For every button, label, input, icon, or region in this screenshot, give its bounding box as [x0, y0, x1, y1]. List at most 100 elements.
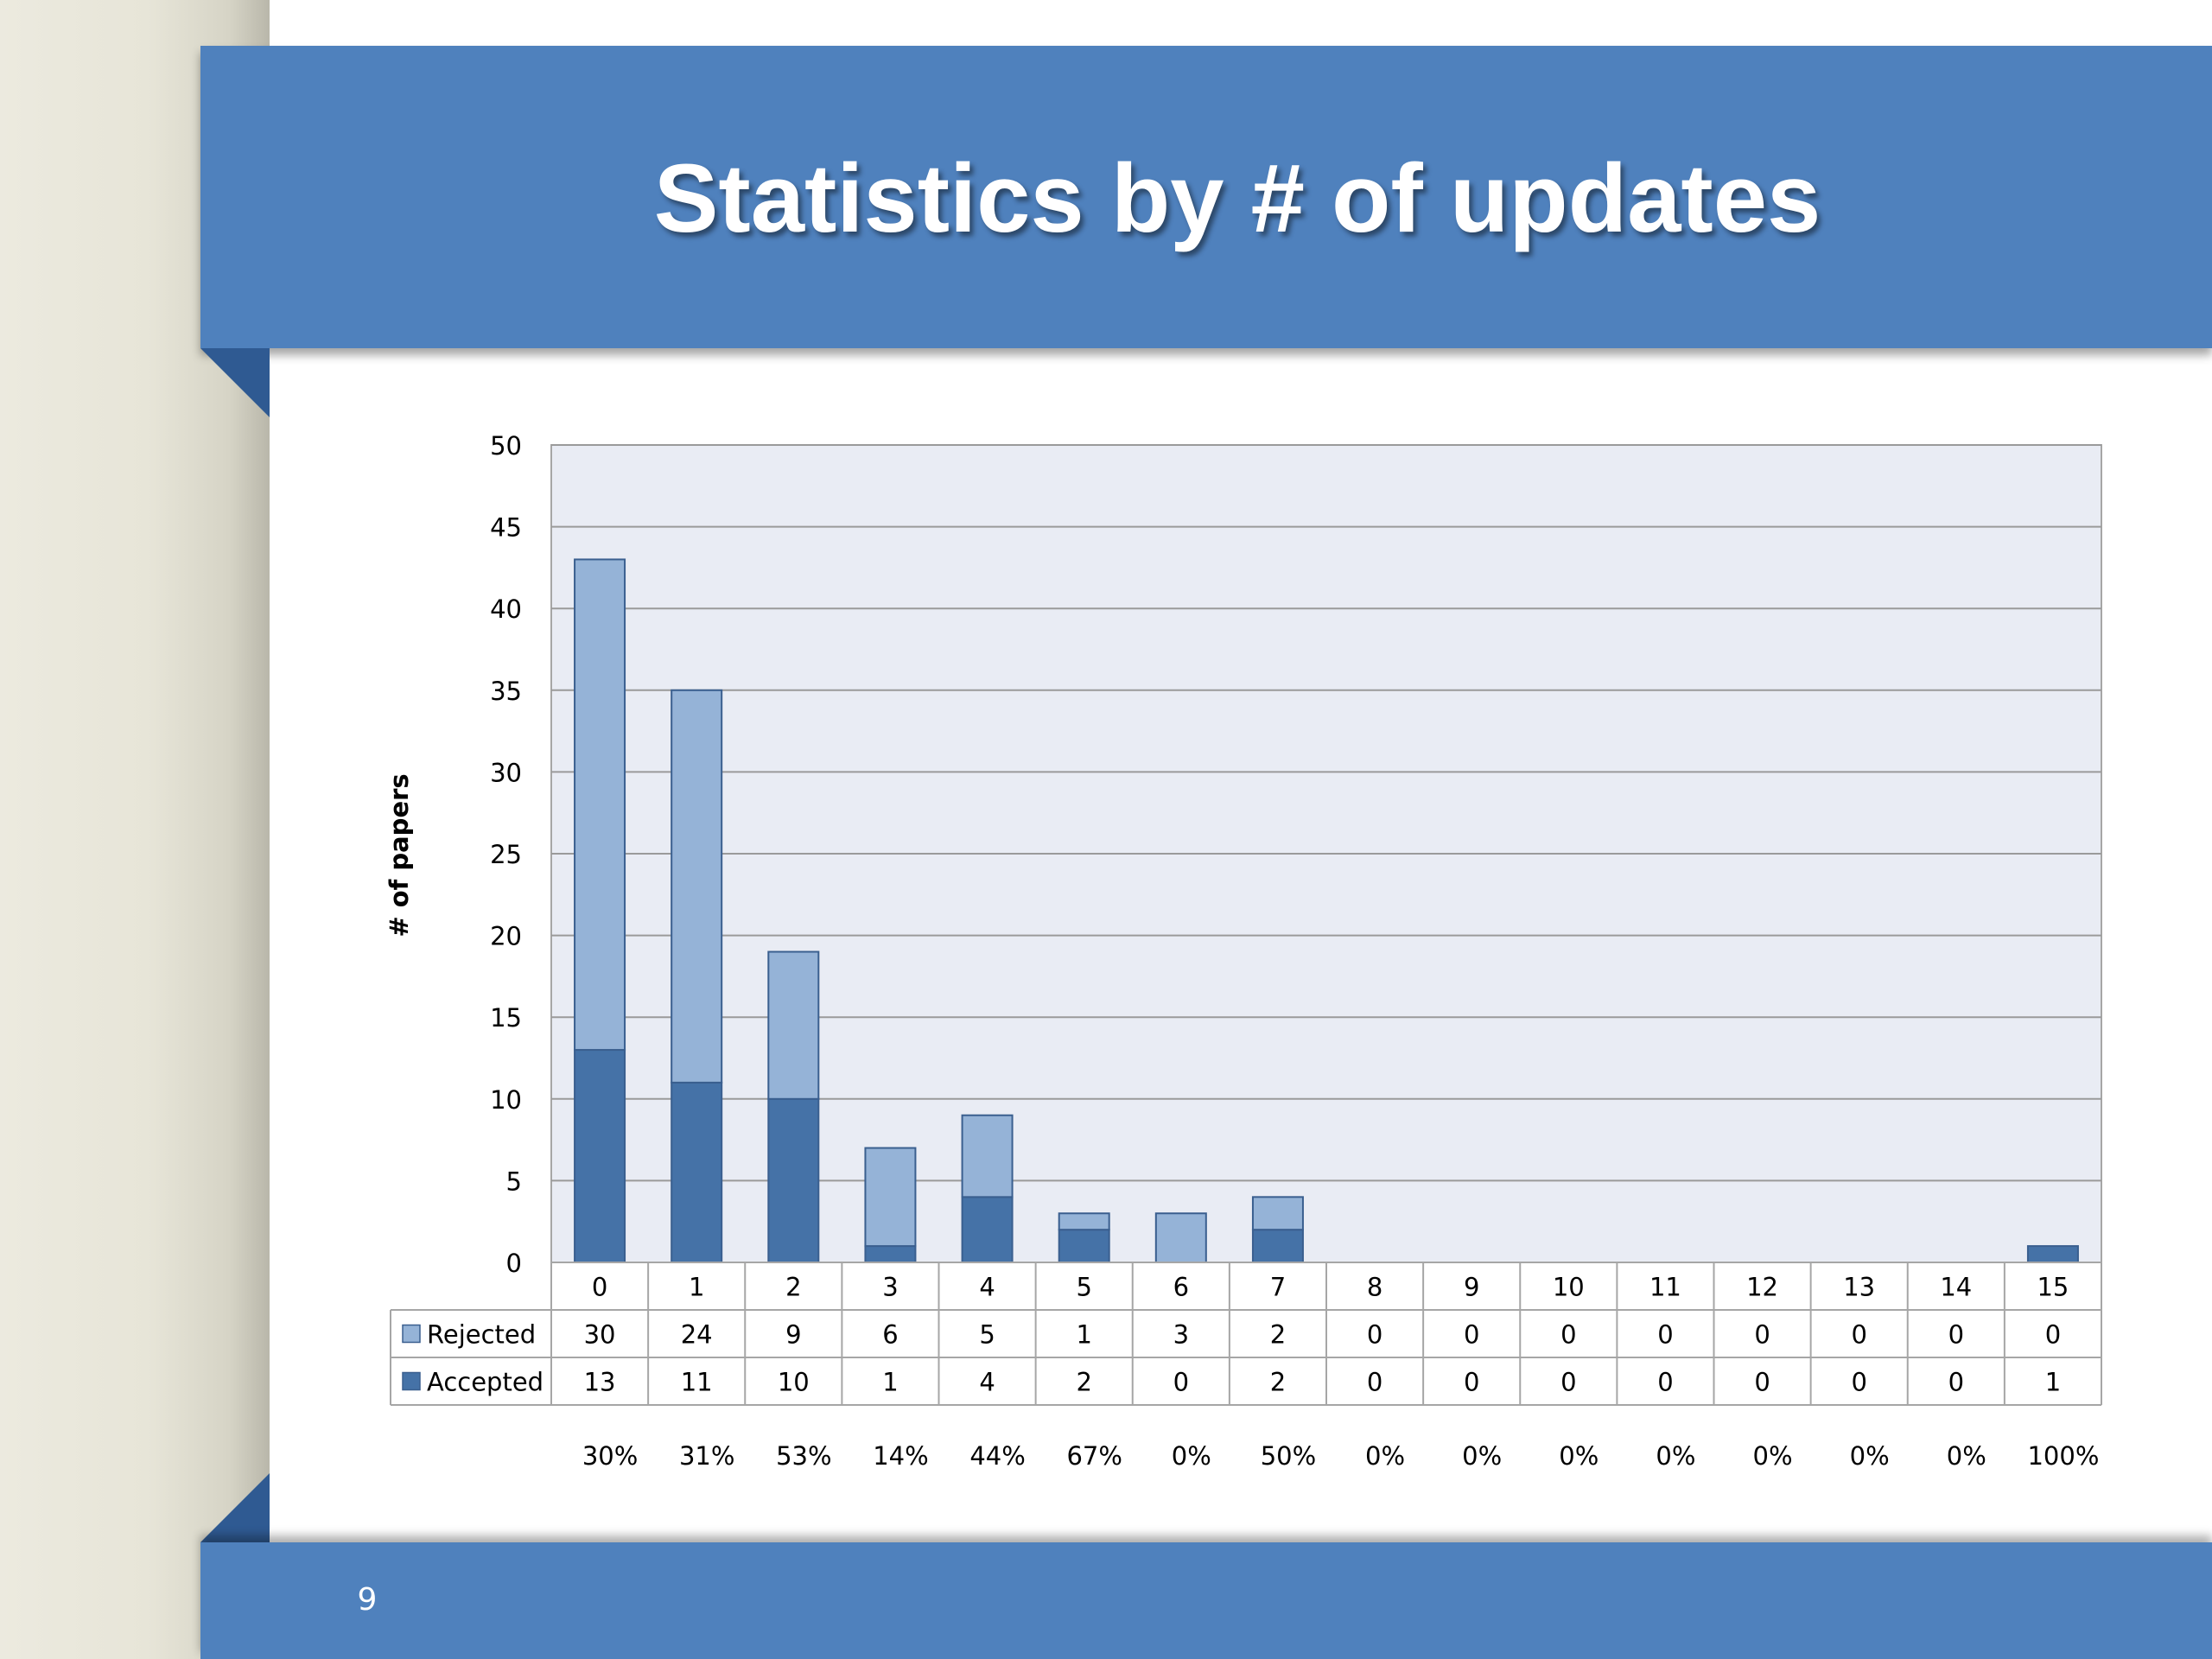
percentage-label: 30% — [582, 1441, 638, 1471]
table-cell: 0 — [1464, 1368, 1479, 1397]
table-cell: 2 — [1076, 1368, 1091, 1397]
bar-accepted-1 — [671, 1081, 723, 1263]
table-cell: 0 — [1560, 1368, 1576, 1397]
bar-rejected-0 — [574, 558, 626, 1052]
x-tick-label: 1 — [689, 1273, 704, 1302]
table-cell: 11 — [681, 1368, 713, 1397]
table-cell: 0 — [1851, 1368, 1866, 1397]
y-tick-label: 40 — [490, 594, 522, 624]
x-tick-label: 14 — [1940, 1273, 1972, 1302]
table-cell: 30 — [584, 1320, 616, 1350]
y-tick-label: 25 — [490, 840, 522, 869]
table-cell: 1 — [1076, 1320, 1091, 1350]
y-axis-title: # of papers — [385, 773, 414, 937]
title-banner — [200, 46, 2212, 348]
percentage-label: 0% — [1462, 1441, 1502, 1471]
table-cell: 0 — [1657, 1368, 1673, 1397]
x-tick-label: 4 — [979, 1273, 995, 1302]
table-cell: 0 — [1754, 1320, 1770, 1350]
table-cell: 10 — [778, 1368, 810, 1397]
table-cell: 13 — [584, 1368, 616, 1397]
table-cell: 2 — [1270, 1320, 1286, 1350]
bar-rejected-6 — [1154, 1212, 1207, 1263]
x-tick-label: 8 — [1367, 1273, 1382, 1302]
y-tick-label: 0 — [506, 1249, 522, 1278]
table-cell: 0 — [1948, 1368, 1964, 1397]
bar-rejected-5 — [1058, 1212, 1110, 1231]
x-tick-label: 10 — [1553, 1273, 1585, 1302]
percentage-label: 0% — [1656, 1441, 1695, 1471]
table-cell: 0 — [1560, 1320, 1576, 1350]
table-cell: 3 — [1173, 1320, 1189, 1350]
x-tick-label: 6 — [1173, 1273, 1189, 1302]
percentage-label: 53% — [776, 1441, 831, 1471]
table-cell: 5 — [979, 1320, 995, 1350]
y-tick-label: 15 — [490, 1003, 522, 1033]
bar-accepted-15 — [2026, 1245, 2079, 1263]
percentage-label: 0% — [1365, 1441, 1405, 1471]
y-tick-label: 10 — [490, 1085, 522, 1115]
legend-key-accepted — [402, 1371, 421, 1391]
table-cell: 4 — [979, 1368, 995, 1397]
x-tick-label: 7 — [1270, 1273, 1286, 1302]
footer-banner — [200, 1542, 2212, 1659]
bar-rejected-3 — [864, 1147, 917, 1248]
percentage-label: 44% — [969, 1441, 1025, 1471]
table-cell: 6 — [882, 1320, 898, 1350]
x-tick-label: 12 — [1746, 1273, 1778, 1302]
table-cell: 0 — [1173, 1368, 1189, 1397]
y-tick-label: 5 — [506, 1166, 522, 1196]
x-tick-label: 15 — [2037, 1273, 2069, 1302]
table-cell: 24 — [681, 1320, 713, 1350]
bar-accepted-7 — [1251, 1229, 1304, 1264]
footer-banner-fold — [200, 1473, 270, 1542]
percentage-label: 14% — [873, 1441, 928, 1471]
percentage-label: 0% — [1753, 1441, 1793, 1471]
table-cell: 0 — [1367, 1368, 1382, 1397]
table-cell: 2 — [1270, 1368, 1286, 1397]
percentage-label: 0% — [1172, 1441, 1211, 1471]
table-cell: 0 — [1754, 1368, 1770, 1397]
x-tick-label: 11 — [1649, 1273, 1681, 1302]
bar-rejected-7 — [1251, 1196, 1304, 1231]
bar-accepted-4 — [961, 1196, 1014, 1263]
y-tick-label: 20 — [490, 922, 522, 951]
bar-rejected-4 — [961, 1114, 1014, 1198]
table-cell: 0 — [1367, 1320, 1382, 1350]
bar-rejected-2 — [767, 950, 820, 1100]
page-number: 9 — [357, 1582, 378, 1618]
percentage-label: 100% — [2027, 1441, 2099, 1471]
title-banner-fold — [200, 348, 270, 417]
table-cell: 1 — [2045, 1368, 2061, 1397]
percentage-label: 0% — [1947, 1441, 1986, 1471]
bar-accepted-0 — [574, 1049, 626, 1264]
x-tick-label: 0 — [592, 1273, 607, 1302]
bar-rejected-1 — [671, 689, 723, 1084]
legend-label-accepted: Accepted — [427, 1368, 543, 1397]
percentage-label: 31% — [679, 1441, 734, 1471]
y-tick-label: 30 — [490, 758, 522, 787]
x-tick-label: 2 — [785, 1273, 801, 1302]
x-tick-label: 9 — [1464, 1273, 1479, 1302]
table-cell: 9 — [785, 1320, 801, 1350]
bar-accepted-3 — [864, 1245, 917, 1263]
bar-accepted-2 — [767, 1097, 820, 1264]
table-cell: 0 — [1657, 1320, 1673, 1350]
y-tick-label: 45 — [490, 513, 522, 543]
slide-title: Statistics by # of updates — [653, 144, 1821, 252]
table-cell: 0 — [1851, 1320, 1866, 1350]
y-tick-label: 50 — [490, 431, 522, 461]
legend-label-rejected: Rejected — [427, 1320, 536, 1350]
x-tick-label: 13 — [1843, 1273, 1875, 1302]
percentage-label: 50% — [1261, 1441, 1316, 1471]
percentage-label: 0% — [1559, 1441, 1599, 1471]
table-cell: 0 — [2045, 1320, 2061, 1350]
percentage-label: 0% — [1850, 1441, 1890, 1471]
percentage-label: 67% — [1066, 1441, 1122, 1471]
table-cell: 0 — [1464, 1320, 1479, 1350]
x-tick-label: 3 — [882, 1273, 898, 1302]
x-tick-label: 5 — [1076, 1273, 1091, 1302]
table-cell: 1 — [882, 1368, 898, 1397]
legend-key-rejected — [402, 1324, 421, 1344]
